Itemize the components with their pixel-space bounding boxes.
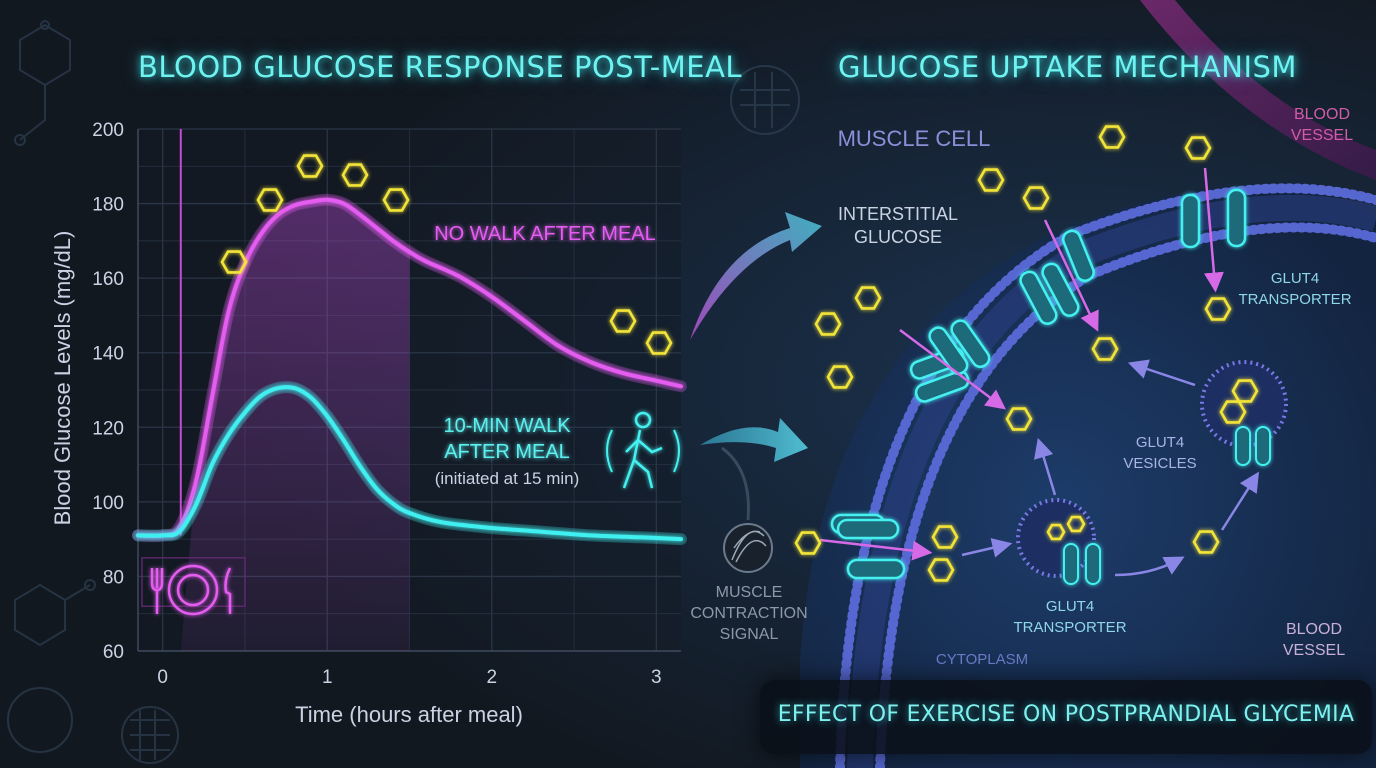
muscle-contraction-line3: SIGNAL	[720, 626, 779, 643]
glucose-entry-arrows	[819, 167, 1260, 577]
glucose-icon	[1066, 515, 1086, 533]
chart-title: BLOOD GLUCOSE RESPONSE POST-MEAL	[138, 50, 743, 84]
signal-connector	[721, 446, 750, 521]
x-tick-label: 1	[322, 667, 333, 688]
glut4-transporter-membrane-icon	[830, 188, 1247, 580]
x-tick-label: 3	[651, 667, 662, 688]
glucose-icon	[927, 558, 955, 582]
molecule-decoration-icon	[14, 20, 96, 647]
glucose-icon	[1192, 530, 1220, 554]
walk-label-line2: AFTER MEAL	[444, 441, 570, 463]
glucose-icon	[1231, 379, 1259, 403]
glut4-vesicle-right	[1200, 360, 1288, 466]
x-tick-label: 0	[157, 667, 168, 688]
glucose-icon	[1046, 523, 1066, 541]
y-tick-label: 180	[92, 195, 124, 216]
glucose-icon	[1219, 400, 1247, 424]
mechanism-glucose-molecules	[794, 125, 1259, 582]
plate-decoration-icon	[730, 65, 800, 135]
x-axis-label: Time (hours after meal)	[295, 702, 523, 727]
glucose-icon	[1204, 297, 1232, 321]
glucose-icon	[382, 188, 410, 212]
glucose-icon	[1184, 136, 1212, 160]
series-line-1	[136, 385, 683, 542]
glucose-icon	[1091, 337, 1119, 361]
blood-vessel-top-line2: VESSEL	[1291, 127, 1353, 144]
glucose-icon	[794, 531, 822, 555]
glucose-icon	[1022, 186, 1050, 210]
y-tick-label: 100	[92, 493, 124, 514]
no-walk-label: NO WALK AFTER MEAL	[434, 223, 656, 245]
muscle-signal-icon	[723, 523, 773, 573]
glucose-chart: 60 80 100 120 140 160 180 200 0 1 2 3 Time (hours …	[50, 120, 687, 727]
glucose-icon	[977, 168, 1005, 192]
glucose-icon	[1005, 407, 1033, 431]
mechanism-title: GLUCOSE UPTAKE MECHANISM	[838, 50, 1297, 84]
series-line-0	[136, 197, 683, 538]
walk-note: (initiated at 15 min)	[435, 469, 580, 488]
x-axis-ticks: 0 1 2 3	[157, 667, 661, 688]
shaded-region	[180, 199, 410, 652]
glucose-icon	[931, 525, 959, 549]
walking-person-icon	[606, 411, 680, 489]
blood-vessel-top	[1140, 0, 1376, 180]
blood-vessel-top-line1: BLOOD	[1294, 106, 1350, 123]
glucose-icon	[220, 250, 248, 274]
blood-vessel-bottom-label: BLOOD VESSEL	[1283, 621, 1345, 659]
glut4-bottom-line2: TRANSPORTER	[1013, 619, 1126, 636]
glucose-icon	[814, 312, 842, 336]
glut4-transporter-bottom-label: GLUT4 TRANSPORTER	[1013, 598, 1126, 636]
glucose-icon	[645, 331, 673, 355]
muscle-contraction-line1: MUSCLE	[716, 584, 783, 601]
blood-vessel-bottom-line2: VESSEL	[1283, 642, 1345, 659]
walk-label-line1: 10-MIN WALK	[443, 415, 571, 437]
glut4-vesicles-label: GLUT4 VESICLES	[1123, 434, 1196, 472]
glut4-transporter-top-label: GLUT4 TRANSPORTER	[1238, 270, 1351, 308]
glut4-bottom-line1: GLUT4	[1046, 598, 1094, 615]
glucose-icon	[296, 154, 324, 178]
muscle-contraction-line2: CONTRACTION	[690, 605, 807, 622]
microscope-decoration-icon	[7, 687, 179, 764]
glucose-icon	[826, 365, 854, 389]
x-tick-label: 2	[486, 667, 497, 688]
y-tick-label: 160	[92, 269, 124, 290]
cytoplasm-label: CYTOPLASM	[936, 651, 1028, 668]
glucose-icon	[1098, 125, 1126, 149]
meal-marker-box	[141, 557, 246, 608]
blood-vessel-bottom-line1: BLOOD	[1286, 621, 1342, 638]
glut4-top-line2: TRANSPORTER	[1238, 291, 1351, 308]
footer-text: EFFECT OF EXERCISE ON POSTPRANDIAL GLYCE…	[777, 702, 1355, 727]
series-lines	[132, 193, 687, 546]
interstitial-line2: GLUCOSE	[854, 227, 942, 247]
glucose-icon	[341, 163, 369, 187]
y-axis-label: Blood Glucose Levels (mg/dL)	[50, 231, 75, 526]
y-tick-label: 120	[92, 418, 124, 439]
chart-glucose-molecules	[220, 154, 673, 355]
glut4-top-line1: GLUT4	[1271, 270, 1319, 287]
y-tick-label: 80	[103, 567, 124, 588]
transition-arrow-top	[690, 212, 822, 340]
blood-vessel-top-label: BLOOD VESSEL	[1291, 106, 1353, 144]
glut4-vesicles-line2: VESICLES	[1123, 455, 1196, 472]
cell-membrane-inner	[875, 222, 1376, 768]
glucose-icon	[854, 286, 882, 310]
muscle-cell-label: MUSCLE CELL	[838, 126, 991, 151]
y-tick-label: 140	[92, 344, 124, 365]
meal-plate-icon	[150, 564, 232, 616]
interstitial-glucose-label: INTERSTITIAL GLUCOSE	[838, 204, 958, 247]
muscle-contraction-label: MUSCLE CONTRACTION SIGNAL	[690, 584, 807, 643]
glut4-vesicles-line1: GLUT4	[1136, 434, 1184, 451]
y-tick-label: 60	[103, 642, 124, 663]
glucose-icon	[609, 309, 637, 333]
y-axis-ticks: 60 80 100 120 140 160 180 200	[92, 120, 124, 663]
interstitial-line1: INTERSTITIAL	[838, 204, 958, 224]
glucose-icon	[256, 188, 284, 212]
y-tick-label: 200	[92, 120, 124, 141]
transition-arrow-bottom	[700, 418, 808, 462]
footer-banner: EFFECT OF EXERCISE ON POSTPRANDIAL GLYCE…	[760, 680, 1372, 754]
